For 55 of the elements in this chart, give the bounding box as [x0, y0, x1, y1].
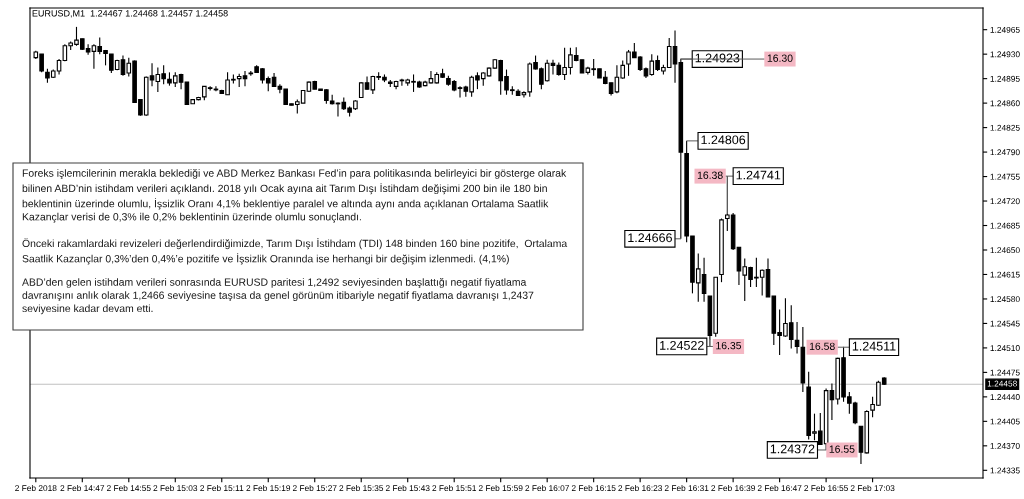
annotation: Önceki rakamlardaki revizeleri değerlendirdiğimizde, Tarım Dışı İstihdam (TDI) 148 binden 160 bine pozitife, Ortalama Saatlik Kazançlar 0,3%’den 0,4%’e pozitife ve İşsizlik Oranında ise herhangi bir değişim izlenmedi. (4,1%)	[22, 238, 568, 265]
x-tick-label: 2 Feb 14:55	[106, 484, 151, 492]
annotation: 1.24741	[736, 170, 781, 180]
x-tick-label: 2 Feb 16:07	[525, 484, 569, 492]
x-tick-label: 2 Feb 16:23	[618, 484, 663, 492]
x-tick-label: 2 Feb 15:51	[432, 484, 477, 492]
annotation: 1.24666	[628, 233, 672, 243]
y-tick-label: 1.24965	[990, 26, 1020, 33]
x-tick-label: 2 Feb 15:59	[478, 484, 523, 492]
x-tick-label: 2 Feb 16:39	[711, 484, 755, 492]
annotation: 16.35	[716, 341, 742, 350]
y-tick-label: 1.24825	[990, 124, 1020, 131]
y-tick-label: 1.24545	[990, 320, 1020, 327]
x-tick-label: 2 Feb 2018	[15, 484, 57, 492]
x-tick-label: 2 Feb 15:27	[292, 484, 337, 492]
x-tick-label: 2 Feb 16:15	[571, 484, 616, 492]
annotation: 16.30	[767, 54, 793, 62]
x-tick-label: 2 Feb 16:31	[664, 484, 709, 492]
annotation: 16.38	[697, 171, 723, 179]
x-tick-label: 2 Feb 16:47	[757, 484, 802, 492]
x-tick-label: 2 Feb 15:11	[200, 484, 244, 492]
annotation: 1.24522	[660, 340, 704, 350]
y-tick-label: 1.24615	[990, 271, 1020, 278]
annotation: 16.58	[809, 342, 835, 351]
x-tick-label: 2 Feb 16:55	[804, 484, 848, 492]
annotation: 1.24511	[852, 341, 896, 351]
annotation: 1.24372	[770, 444, 815, 454]
x-tick-label: 2 Feb 17:03	[850, 484, 895, 492]
ref-line-label: 1.24458	[987, 380, 1017, 387]
y-tick-label: 1.24510	[990, 345, 1020, 352]
y-tick-label: 1.24440	[990, 394, 1020, 400]
x-tick-label: 2 Feb 15:03	[153, 484, 198, 492]
y-tick-label: 1.24790	[990, 149, 1020, 156]
y-tick-label: 1.24720	[990, 198, 1020, 205]
y-tick-label: 1.24405	[990, 418, 1020, 425]
y-tick-label: 1.24895	[990, 75, 1020, 82]
x-tick-label: 2 Feb 15:35	[339, 484, 384, 492]
y-tick-label: 1.24335	[990, 467, 1020, 474]
chart-title: EURUSD,M1 1.24467 1.24468 1.24457 1.24458	[32, 10, 228, 18]
annotation: 1.24806	[701, 135, 746, 145]
y-tick-label: 1.24685	[990, 222, 1020, 229]
y-tick-label: 1.24755	[990, 173, 1020, 180]
x-tick-label: 2 Feb 15:43	[385, 484, 430, 492]
y-tick-label: 1.24580	[990, 296, 1020, 303]
y-tick-label: 1.24475	[990, 369, 1020, 376]
y-tick-label: 1.24370	[990, 443, 1020, 449]
y-tick-label: 1.24930	[990, 51, 1020, 58]
x-tick-label: 2 Feb 15:19	[246, 484, 291, 492]
y-tick-label: 1.24860	[990, 100, 1020, 107]
x-tick-label: 2 Feb 14:47	[60, 484, 105, 492]
annotation: 1.24923	[695, 53, 740, 63]
y-tick-label: 1.24650	[990, 247, 1020, 254]
annotation: 16.55	[829, 445, 855, 453]
annotation: Foreks işlemcilerinin merakla beklediği ve ABD Merkez Bankası Fed’in para politikasında belirleyici bir gösterge olarak bilinen ABD’nin istihdam verileri açıklandı. 2018 yılı Ocak ayına ait Tarım Dışı İstihdam değişimi 200 bin ile 180 bin beklentinin üzerinde olumlu, İşsizlik Oranı 4,1% beklentiye paralel ve altında aynı anda açıklanan Ortalama Saatlik Kazançlar verisi de 0,3% ile 0,2% beklentinin üzerinde olumlu sonuçlandı.	[22, 169, 567, 223]
annotation: ABD’den gelen istihdam verileri sonrasında EURUSD paritesi 1,2492 seviyesinden başlattığı negatif fiyatlama davranışını anlık olarak 1,2466 seviyesine taşısa da genel görünüm itibariyle negatif fiyatlama davranışı 1,2437 seviyesine kadar devam etti.	[22, 278, 534, 315]
